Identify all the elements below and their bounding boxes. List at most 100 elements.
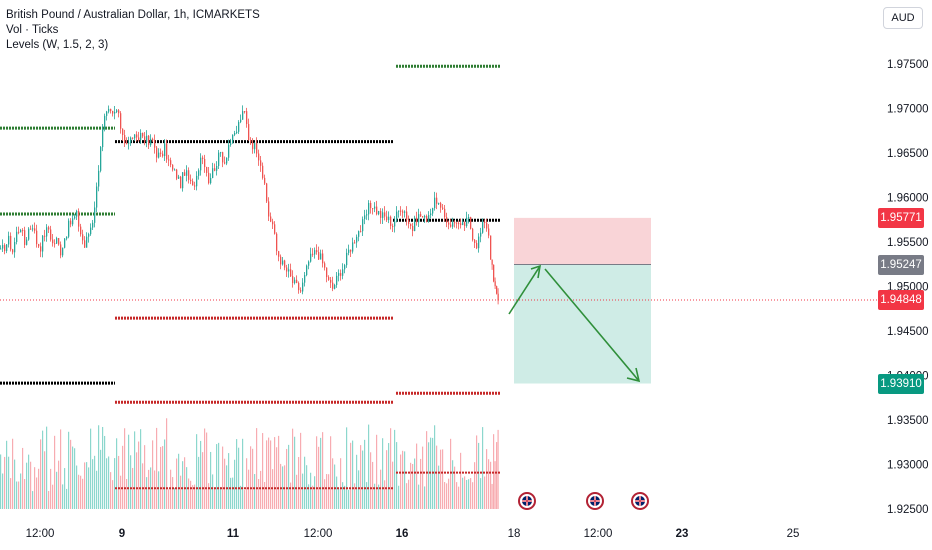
- candle-body: [42, 235, 44, 252]
- position-tool[interactable]: [0, 217, 878, 384]
- flag-uk-icon[interactable]: [631, 492, 649, 510]
- volume-bar: [20, 473, 22, 509]
- candle-body: [416, 217, 418, 223]
- candle-body: [320, 253, 322, 260]
- volume-bar: [296, 474, 298, 509]
- candle-body: [491, 259, 493, 265]
- volume-bar: [166, 418, 168, 509]
- projection-arrows[interactable]: [508, 264, 641, 383]
- candle-body: [304, 275, 306, 283]
- candle-body: [482, 221, 484, 233]
- volume-bar: [52, 484, 54, 509]
- volume-bar: [290, 482, 292, 509]
- candle-body: [294, 279, 296, 284]
- volume-bar: [212, 474, 214, 509]
- candle-body: [214, 168, 216, 171]
- volume-bar: [118, 455, 120, 509]
- candle-body: [228, 144, 230, 158]
- volume-bar: [140, 429, 142, 509]
- candle-body: [94, 207, 96, 223]
- flag-uk-icon[interactable]: [586, 492, 604, 510]
- volume-bar: [306, 465, 308, 509]
- candle-body: [74, 216, 76, 219]
- candle-body: [434, 197, 436, 209]
- candle-body: [162, 153, 164, 157]
- volume-bar: [474, 462, 476, 509]
- candle-body: [306, 265, 308, 276]
- volume-bar: [10, 478, 12, 509]
- volume-bar: [224, 458, 226, 509]
- volume-bar: [412, 464, 414, 509]
- candle-body: [112, 110, 114, 114]
- volume-bar: [204, 428, 206, 509]
- candle-body: [444, 208, 446, 218]
- volume-bar: [34, 467, 36, 509]
- candle-body: [480, 232, 482, 237]
- volume-bar: [378, 484, 380, 509]
- candle-body: [34, 228, 36, 231]
- down-arrow-line: [544, 268, 640, 382]
- candle-body: [440, 203, 442, 208]
- volume-bar: [80, 475, 82, 509]
- volume-bar: [156, 427, 158, 509]
- candle-body: [4, 245, 6, 252]
- flag-uk-icon[interactable]: [518, 492, 536, 510]
- volume-bar: [404, 451, 406, 509]
- candle-body: [262, 165, 264, 178]
- volume-bar: [244, 490, 246, 509]
- volume-bar: [476, 435, 478, 509]
- down-arrow-head: [626, 367, 641, 383]
- candle-body: [474, 239, 476, 243]
- volume-bar: [150, 467, 152, 509]
- candle-body: [120, 113, 122, 129]
- volume-indicator-label[interactable]: Vol · Ticks: [6, 24, 59, 36]
- volume-bar: [84, 462, 86, 509]
- volume-bar: [56, 471, 58, 509]
- candle-body: [40, 246, 42, 252]
- candle-body: [472, 228, 474, 240]
- currency-button[interactable]: AUD: [883, 7, 923, 29]
- volume-bar: [120, 475, 122, 509]
- candle-body: [110, 108, 112, 111]
- volume-bar: [48, 491, 50, 509]
- candle-body: [426, 216, 428, 222]
- volume-bar: [100, 449, 102, 509]
- candle-body: [384, 212, 386, 217]
- candle-body: [58, 237, 60, 245]
- volume-bar: [398, 485, 400, 509]
- levels-indicator-label[interactable]: Levels (W, 1.5, 2, 3): [6, 39, 109, 51]
- volume-bar: [334, 464, 336, 509]
- candle-body: [356, 236, 358, 243]
- volume-bar: [493, 434, 495, 509]
- x-tick-label: 25: [787, 528, 800, 540]
- candle-body: [116, 110, 118, 112]
- candle-body: [264, 177, 266, 184]
- candle-body: [410, 224, 412, 226]
- volume-bar: [220, 486, 222, 509]
- volume-bar: [180, 475, 182, 509]
- candle-body: [166, 143, 168, 160]
- candle-body: [266, 183, 268, 202]
- candle-body: [296, 279, 298, 283]
- candle-body: [26, 239, 28, 245]
- volume-bar: [362, 450, 364, 509]
- axes: 1.975001.970001.965001.960001.955001.950…: [26, 59, 929, 540]
- volume-bar: [366, 482, 368, 509]
- candle-body: [48, 227, 50, 230]
- volume-bar: [202, 452, 204, 509]
- candle-body: [168, 159, 170, 161]
- volume-bar: [112, 480, 114, 509]
- candle-body: [326, 267, 328, 278]
- volume-bar: [86, 462, 88, 509]
- event-icons[interactable]: [518, 492, 649, 510]
- volume-bar: [76, 465, 78, 509]
- candle-body: [254, 142, 256, 150]
- volume-bar: [106, 458, 108, 509]
- candle-body: [190, 179, 192, 182]
- candle-body: [60, 244, 62, 256]
- candle-body: [280, 256, 282, 265]
- candle-body: [246, 111, 248, 125]
- volume-bar: [238, 447, 240, 509]
- candle-body: [152, 138, 154, 141]
